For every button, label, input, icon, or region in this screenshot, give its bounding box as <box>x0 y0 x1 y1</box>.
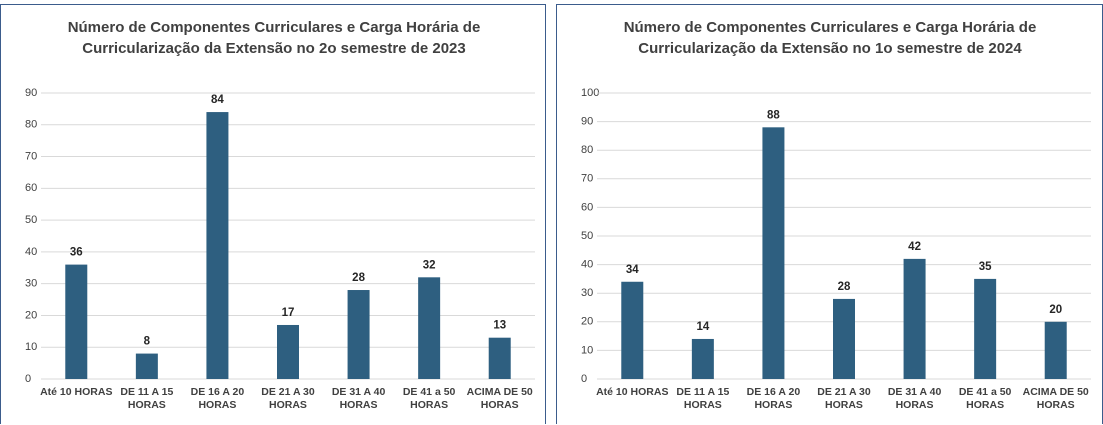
x-tick-label-box: DE 11 A 15 HORAS <box>120 386 174 411</box>
chart-title: Número de Componentes Curriculares e Car… <box>623 19 1037 57</box>
chart-title: Número de Componentes Curriculares e Car… <box>67 19 481 57</box>
data-label: 36 <box>70 247 83 259</box>
y-tick-label: 30 <box>25 278 37 290</box>
y-tick-label: 10 <box>25 341 37 353</box>
chart: 0 10 20 30 40 50 60 70 80 90 100 34 Até 10 HORAS 14 DE… <box>581 87 1091 411</box>
x-tick-label-box: ACIMA DE 50 HORAS <box>466 386 533 411</box>
x-tick-label-box: DE 16 A 20 HORAS <box>190 386 245 411</box>
data-label: 8 <box>144 336 151 348</box>
bar <box>206 112 229 380</box>
y-tick-label: 30 <box>581 287 593 299</box>
x-tick-label: ACIMA DE 50 HORAS <box>1022 386 1089 411</box>
data-label: 34 <box>626 264 639 276</box>
y-tick-label: 0 <box>581 373 587 385</box>
x-tick-label-box: DE 41 a 50 HORAS <box>402 386 456 411</box>
y-tick-label: 100 <box>581 87 599 99</box>
y-tick-label: 40 <box>581 259 593 271</box>
x-tick-label: DE 41 a 50 HORAS <box>402 386 456 411</box>
data-label: 13 <box>493 320 506 332</box>
bar <box>1044 321 1067 379</box>
x-tick-label-box: DE 21 A 30 HORAS <box>261 386 315 411</box>
bar <box>974 278 997 379</box>
bar <box>833 298 855 379</box>
y-tick-label: 60 <box>581 201 593 213</box>
x-tick-label: DE 41 a 50 HORAS <box>958 386 1012 411</box>
data-label: 35 <box>979 261 992 273</box>
data-label: 88 <box>767 109 780 121</box>
x-tick-label-box: DE 11 A 15 HORAS <box>676 386 730 411</box>
x-tick-label: DE 11 A 15 HORAS <box>120 386 174 411</box>
x-tick-label-box: DE 21 A 30 HORAS <box>817 386 871 411</box>
x-tick-label: Até 10 HORAS <box>40 386 113 398</box>
y-tick-label: 10 <box>581 344 593 356</box>
x-tick-label: DE 31 A 40 HORAS <box>331 386 386 411</box>
y-tick-label: 70 <box>25 150 37 162</box>
x-tick-label: DE 21 A 30 HORAS <box>817 386 871 411</box>
bar <box>762 127 785 379</box>
bar <box>488 337 511 379</box>
x-tick-label: DE 16 A 20 HORAS <box>190 386 245 411</box>
x-tick-label-box: DE 31 A 40 HORAS <box>887 386 942 411</box>
y-tick-label: 20 <box>25 309 37 321</box>
y-tick-label: 60 <box>25 182 37 194</box>
y-tick-label: 20 <box>581 316 593 328</box>
chart: 0 10 20 30 40 50 60 70 80 90 36 Até 10 HORAS 8 DE 11 … <box>25 87 535 411</box>
bar <box>135 353 158 379</box>
data-label: 84 <box>211 94 224 106</box>
bar <box>621 281 644 379</box>
data-label: 14 <box>696 321 709 333</box>
x-tick-label-box: DE 41 a 50 HORAS <box>958 386 1012 411</box>
data-label: 42 <box>908 241 921 253</box>
x-tick-label: DE 11 A 15 HORAS <box>676 386 730 411</box>
data-label: 17 <box>282 307 295 319</box>
y-tick-label: 80 <box>581 144 593 156</box>
x-tick-label-box: ACIMA DE 50 HORAS <box>1022 386 1089 411</box>
x-tick-label: DE 31 A 40 HORAS <box>887 386 942 411</box>
x-tick-label: DE 21 A 30 HORAS <box>261 386 315 411</box>
x-tick-label-box: DE 16 A 20 HORAS <box>746 386 801 411</box>
bar <box>277 324 299 379</box>
y-tick-label: 70 <box>581 173 593 185</box>
y-tick-label: 40 <box>25 246 37 258</box>
x-tick-label: Até 10 HORAS <box>596 386 669 398</box>
bar <box>347 290 370 379</box>
y-tick-label: 90 <box>25 87 37 99</box>
bar <box>903 258 926 379</box>
y-tick-label: 50 <box>581 230 593 242</box>
chart-panel: Número de Componentes Curriculares e Car… <box>556 4 1103 424</box>
x-tick-label-box: DE 31 A 40 HORAS <box>331 386 386 411</box>
x-tick-label-box: Até 10 HORAS <box>596 386 669 398</box>
bar <box>691 338 714 379</box>
y-tick-label: 50 <box>25 214 37 226</box>
data-label: 32 <box>423 259 436 271</box>
data-label: 28 <box>838 281 851 293</box>
bar <box>418 277 441 379</box>
y-tick-label: 80 <box>25 119 37 131</box>
x-tick-label: ACIMA DE 50 HORAS <box>466 386 533 411</box>
x-tick-label: DE 16 A 20 HORAS <box>746 386 801 411</box>
y-tick-label: 0 <box>25 373 31 385</box>
y-tick-label: 90 <box>581 116 593 128</box>
x-tick-label-box: Até 10 HORAS <box>40 386 113 398</box>
chart-panel: Número de Componentes Curriculares e Car… <box>0 4 546 424</box>
bar <box>65 264 88 379</box>
data-label: 20 <box>1049 304 1062 316</box>
data-label: 28 <box>352 272 365 284</box>
